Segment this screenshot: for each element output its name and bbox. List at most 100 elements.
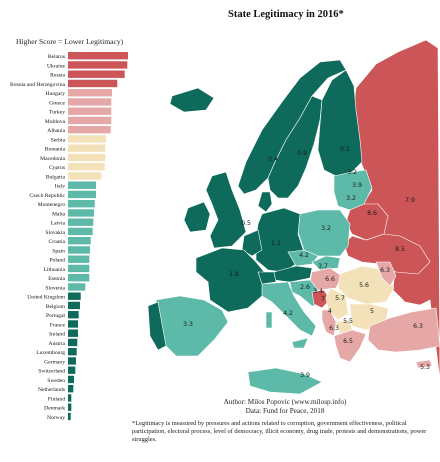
bar-label: Croatia (49, 239, 66, 245)
bar-label: Turkey (49, 110, 65, 116)
bar-label: Cyprus (49, 165, 65, 171)
map-value-label: 0.5 (340, 146, 350, 153)
map-value-label: 8.6 (367, 210, 377, 217)
region-serbia (325, 287, 349, 321)
map-value-label: 5 (370, 308, 374, 315)
bar-label: Macedonia (40, 156, 65, 162)
bar-label: Malta (52, 211, 66, 217)
bar-montenegro (68, 200, 95, 208)
map-value-label: 6.5 (343, 338, 353, 345)
bar-belgium (68, 301, 80, 310)
bar-greece (68, 98, 112, 106)
map-value-label: 1.2 (271, 240, 281, 247)
bar-belarus (68, 52, 128, 60)
map-value-label: 1.8 (229, 271, 239, 278)
bar-chart: Belarus Ukraine Russia Bosnia and Herzegovi… (10, 52, 128, 421)
region-romania (337, 265, 395, 305)
map-value-label: 3.2 (347, 169, 357, 176)
bar-moldova (68, 116, 112, 125)
region-poland (297, 209, 351, 257)
region-norway (237, 59, 347, 195)
region-north-africa (247, 367, 323, 395)
region-italy (261, 281, 317, 337)
region-iceland (169, 87, 215, 113)
region-moldova (375, 261, 397, 287)
region-uk (205, 171, 247, 249)
bar-serbia (68, 135, 106, 143)
map-title: State Legitimacy in 2016* (228, 9, 344, 20)
region-turkey (367, 307, 440, 353)
region-sicily (291, 337, 309, 349)
bar-label: Lithuania (44, 267, 66, 273)
bar-italy (68, 181, 96, 189)
bar-sweden (68, 375, 74, 384)
bar-label: Belarus (48, 54, 65, 60)
bar-austria (68, 338, 78, 347)
bar-label: Portugal (46, 313, 65, 319)
bar-romania (68, 144, 106, 152)
bar-luxembourg (68, 348, 77, 356)
map-value-label: 5.5 (343, 318, 353, 325)
bar-portugal (68, 311, 79, 319)
bar-label: Germany (44, 359, 65, 365)
bar-bosnia-and-herzegovina (68, 79, 118, 88)
region-benelux (241, 229, 263, 257)
region-portugal (147, 301, 167, 351)
bar-bulgaria (68, 172, 102, 180)
bar-label: Latvia (51, 221, 66, 227)
bar-label: Belgium (46, 304, 66, 310)
region-ireland (183, 201, 211, 233)
bar-label: France (50, 322, 66, 328)
bar-hungary (68, 89, 112, 97)
map-value-labels: 7.9 8.5 8.6 3.2 3.9 3.2 0.5 0.9 0.4 0.5 3.2 1.2 4.2 3… (183, 146, 430, 379)
bar-label: Serbia (51, 137, 66, 143)
map-value-label: 5.3 (420, 364, 430, 371)
bar-label: Czech Republic (29, 193, 65, 199)
bar-label: Poland (49, 258, 65, 264)
map-value-label: 5.6 (359, 282, 369, 289)
bar-label: United Kingdom (27, 295, 65, 301)
bar-czech-republic (68, 190, 96, 199)
region-sweden (267, 95, 323, 199)
bar-russia (68, 70, 125, 78)
bar-label: Russia (50, 73, 65, 79)
map-value-label: 3.7 (318, 263, 328, 270)
bar-france (68, 320, 78, 328)
bar-chart-subtitle: Higher Score = Lower Legitimacy) (16, 37, 124, 46)
bar-label: Austria (49, 341, 66, 347)
bar-label: Bosnia and Herzegovina (10, 82, 66, 88)
bar-lithuania (68, 264, 90, 273)
bar-label: Finland (48, 396, 65, 402)
bar-estonia (68, 274, 90, 282)
bar-germany (68, 357, 76, 365)
region-france (195, 247, 267, 313)
bar-ukraine (68, 61, 128, 69)
bar-cyprus (68, 163, 105, 171)
bar-spain (68, 246, 90, 254)
bar-malta (68, 209, 94, 217)
map-value-label: 4.2 (299, 252, 309, 259)
map-value-label: 5.7 (335, 295, 345, 302)
map-value-label: 7.9 (405, 197, 415, 204)
bar-ireland (68, 329, 78, 337)
map-value-label: 6.3 (329, 325, 339, 332)
map-value-label: 3.4 (313, 288, 323, 295)
region-switzerland (257, 271, 277, 285)
bar-label: Switzerland (38, 369, 65, 375)
bar-netherlands (68, 385, 74, 393)
region-cyprus (415, 359, 433, 369)
bar-label: Italy (55, 184, 65, 190)
bar-albania (68, 126, 111, 134)
bar-macedonia (68, 153, 106, 162)
bar-switzerland (68, 366, 76, 374)
footnote: *Legitimacy is measured by pressures and… (132, 420, 427, 443)
map-value-label: 6.3 (413, 323, 423, 330)
bar-label: Ukraine (47, 63, 66, 69)
region-czech (287, 249, 319, 267)
bar-label: Norway (47, 415, 65, 421)
bar-croatia (68, 237, 91, 245)
region-slovakia (311, 255, 341, 271)
map-value-label: 3.2 (321, 225, 331, 232)
bar-label: Greece (49, 100, 65, 106)
